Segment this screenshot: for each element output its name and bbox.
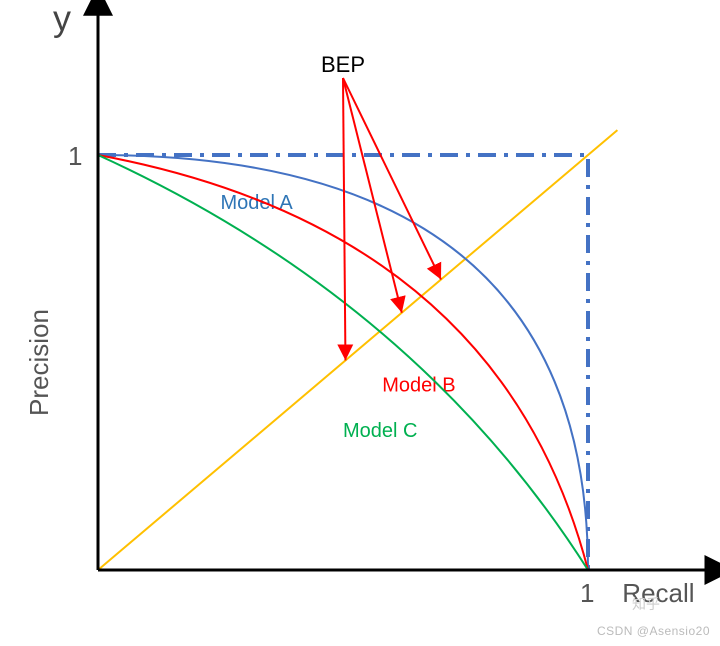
- label-model-b: Model B: [382, 375, 455, 397]
- y-axis-title: y: [53, 0, 71, 39]
- bep-arrow-b: [343, 78, 402, 313]
- watermark-zhihu: 知乎: [632, 594, 660, 614]
- label-model-c: Model C: [343, 420, 417, 442]
- watermark-csdn: CSDN @Asensio20: [597, 624, 710, 638]
- bep-label: BEP: [321, 52, 365, 77]
- pr-chart: Model AModel BModel CBEP11yRecallPrecisi…: [0, 0, 720, 646]
- bep-arrow-c: [343, 78, 345, 360]
- x-tick-1: 1: [580, 578, 594, 608]
- y-axis-label: Precision: [24, 309, 54, 416]
- y-tick-1: 1: [68, 141, 82, 171]
